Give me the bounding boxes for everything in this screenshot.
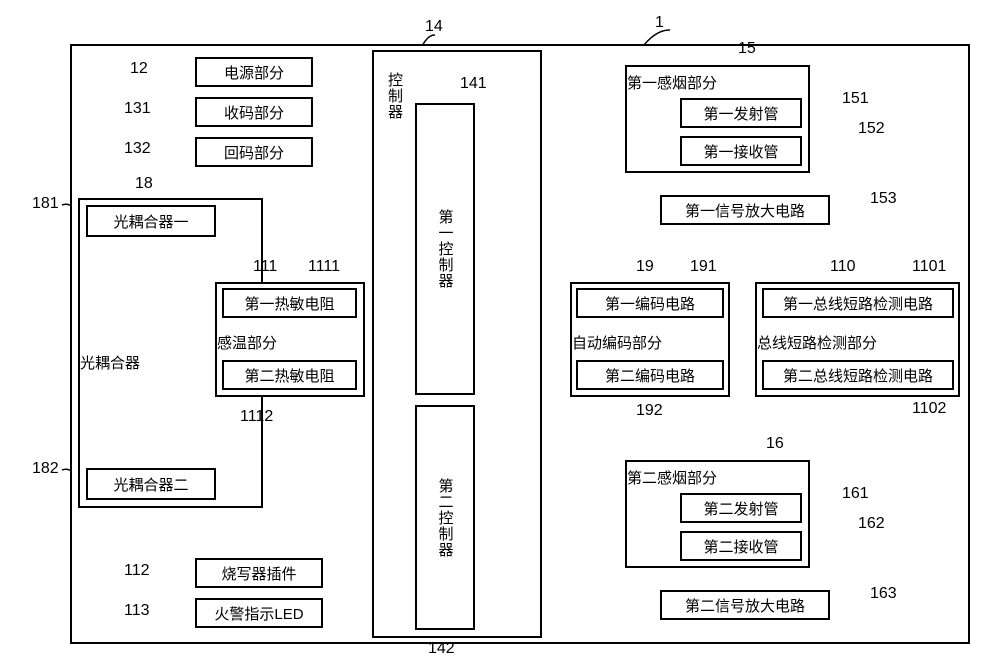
box-label-amp1: 第一信号放大电路 [685, 200, 805, 221]
ref-r162: 162 [858, 515, 885, 533]
box-label-controller: 控制器 [384, 72, 405, 120]
box-label-smoke2Group: 第二感烟部分 [627, 467, 717, 488]
ref-r131: 131 [124, 100, 151, 118]
box-opto2: 光耦合器二 [86, 468, 216, 500]
ref-r1: 1 [655, 14, 664, 32]
box-label-smoke1Rx: 第一接收管 [703, 141, 778, 162]
ref-r181: 181 [32, 195, 59, 213]
ref-r110: 110 [830, 258, 856, 276]
box-label-fireLed: 火警指示LED [214, 603, 303, 624]
box-code2: 第二编码电路 [576, 360, 724, 390]
ref-r132: 132 [124, 140, 151, 158]
ref-r16: 16 [766, 435, 784, 453]
box-label-ctrl1: 第一控制器 [435, 209, 456, 289]
ref-r112: 112 [124, 562, 150, 580]
box-burner: 烧写器插件 [195, 558, 323, 588]
box-label-optoGroup: 光耦合器 [80, 352, 140, 373]
ref-r113: 113 [124, 602, 150, 620]
ref-r111: 111 [253, 258, 277, 276]
box-label-burner: 烧写器插件 [221, 563, 296, 584]
box-bus1: 第一总线短路检测电路 [762, 288, 954, 318]
box-smoke1Tx: 第一发射管 [680, 98, 802, 128]
ref-r18: 18 [135, 175, 153, 193]
ref-r191: 191 [690, 258, 717, 276]
box-label-therm1: 第一热敏电阻 [244, 293, 334, 314]
box-fireLed: 火警指示LED [195, 598, 323, 628]
ref-r151: 151 [842, 90, 869, 108]
box-label-rxcode: 收码部分 [224, 102, 284, 123]
box-label-bus1: 第一总线短路检测电路 [783, 293, 933, 314]
ref-r1112: 1112 [240, 408, 273, 426]
box-therm1: 第一热敏电阻 [222, 288, 357, 318]
ref-r14: 14 [425, 18, 443, 36]
box-ctrl2: 第二控制器 [415, 405, 475, 630]
ref-r192: 192 [636, 402, 663, 420]
box-label-power: 电源部分 [224, 62, 284, 83]
box-label-retcode: 回码部分 [224, 142, 284, 163]
box-rxcode: 收码部分 [195, 97, 313, 127]
ref-r182: 182 [32, 460, 59, 478]
ref-r163: 163 [870, 585, 897, 603]
box-amp1: 第一信号放大电路 [660, 195, 830, 225]
box-power: 电源部分 [195, 57, 313, 87]
box-label-smoke2Rx: 第二接收管 [703, 536, 778, 557]
box-amp2: 第二信号放大电路 [660, 590, 830, 620]
box-smoke2Rx: 第二接收管 [680, 531, 802, 561]
box-label-code1: 第一编码电路 [605, 293, 695, 314]
ref-r161: 161 [842, 485, 869, 503]
ref-r1102: 1102 [912, 400, 946, 418]
box-bus2: 第二总线短路检测电路 [762, 360, 954, 390]
box-label-code2: 第二编码电路 [605, 365, 695, 386]
box-label-opto2: 光耦合器二 [113, 474, 188, 495]
box-smoke2Tx: 第二发射管 [680, 493, 802, 523]
box-retcode: 回码部分 [195, 137, 313, 167]
box-label-bus2: 第二总线短路检测电路 [783, 365, 933, 386]
box-label-busGroup: 总线短路检测部分 [757, 332, 877, 353]
ref-r1101: 1101 [912, 258, 946, 276]
ref-r19: 19 [636, 258, 654, 276]
box-opto1: 光耦合器一 [86, 205, 216, 237]
box-label-autoCodeGroup: 自动编码部分 [572, 332, 662, 353]
ref-r142: 142 [428, 640, 455, 658]
box-label-ctrl2: 第二控制器 [435, 478, 456, 558]
box-label-smoke2Tx: 第二发射管 [703, 498, 778, 519]
box-label-opto1: 光耦合器一 [113, 211, 188, 232]
box-code1: 第一编码电路 [576, 288, 724, 318]
box-smoke1Rx: 第一接收管 [680, 136, 802, 166]
ref-r141: 141 [460, 75, 487, 93]
ref-r153: 153 [870, 190, 897, 208]
box-label-smoke1Tx: 第一发射管 [703, 103, 778, 124]
box-label-tempGroup: 感温部分 [217, 332, 277, 353]
box-therm2: 第二热敏电阻 [222, 360, 357, 390]
ref-r1111: 1111 [308, 258, 340, 276]
ref-r12: 12 [130, 60, 148, 78]
box-label-therm2: 第二热敏电阻 [244, 365, 334, 386]
box-label-smoke1Group: 第一感烟部分 [627, 72, 717, 93]
box-label-amp2: 第二信号放大电路 [685, 595, 805, 616]
ref-r152: 152 [858, 120, 885, 138]
ref-r15: 15 [738, 40, 756, 58]
box-ctrl1: 第一控制器 [415, 103, 475, 395]
